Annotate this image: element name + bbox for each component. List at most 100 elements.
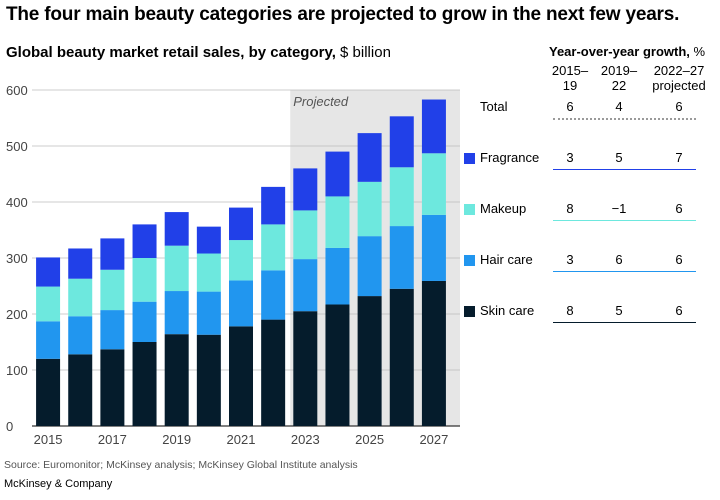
growth-value: 7 (675, 150, 683, 165)
yoy-col3-line1: 2022–27 (653, 63, 705, 78)
row-underline (553, 169, 696, 170)
bar-hair-care-2024 (325, 247, 350, 305)
bar-fragrance-2017 (100, 238, 125, 270)
bar-makeup-2024 (325, 196, 350, 248)
row-underline (553, 118, 696, 120)
bar-hair-care-2027 (421, 214, 446, 281)
bar-fragrance-2018 (132, 224, 157, 258)
bar-skin-care-2023 (293, 311, 318, 426)
yoy-col3-line2: projected (652, 78, 706, 93)
y-tick-label: 600 (6, 83, 28, 98)
row-underline (553, 322, 696, 323)
bar-makeup-2025 (357, 181, 382, 237)
bar-skin-care-2016 (68, 354, 93, 426)
bar-hair-care-2018 (132, 301, 157, 342)
y-tick-label: 300 (6, 251, 28, 266)
bar-hair-care-2017 (100, 310, 125, 350)
yoy-column-header-2: 2019– 22 (599, 63, 639, 93)
yoy-col1-line2: 19 (562, 78, 578, 93)
bar-hair-care-2021 (229, 280, 253, 327)
row-label-fragrance: Fragrance (480, 150, 540, 165)
subtitle-text: Global beauty market retail sales, by ca… (6, 44, 336, 61)
subtitle-unit: $ billion (335, 44, 391, 61)
bar-fragrance-2025 (357, 133, 382, 182)
bar-hair-care-2026 (389, 226, 414, 289)
growth-value: 8 (566, 303, 574, 318)
bar-hair-care-2016 (68, 316, 93, 355)
growth-value: −1 (611, 201, 627, 216)
bar-hair-care-2022 (261, 270, 286, 320)
bar-fragrance-2023 (293, 168, 318, 211)
bar-skin-care-2017 (100, 349, 125, 426)
brand-logo-text: McKinsey & Company (4, 478, 113, 490)
growth-value: 3 (566, 252, 574, 267)
bar-hair-care-2025 (357, 236, 382, 297)
x-tick-label: 2021 (227, 432, 256, 447)
yoy-title-unit: % (689, 44, 706, 59)
row-label-total: Total (480, 99, 508, 114)
row-underline (553, 220, 696, 221)
bar-makeup-2019 (164, 245, 189, 292)
legend-swatch-hair-care (464, 255, 475, 266)
bar-fragrance-2027 (421, 99, 446, 154)
y-tick-label: 200 (6, 307, 28, 322)
row-label-hair-care: Hair care (480, 252, 533, 267)
bar-fragrance-2024 (325, 151, 350, 197)
x-tick-label: 2015 (34, 432, 63, 447)
x-tick-label: 2027 (419, 432, 448, 447)
bar-makeup-2027 (421, 153, 446, 215)
bar-fragrance-2020 (196, 226, 221, 254)
bar-makeup-2022 (261, 224, 286, 271)
bar-skin-care-2020 (196, 334, 221, 426)
bar-skin-care-2015 (36, 358, 61, 426)
growth-value: 5 (615, 150, 623, 165)
chart-subtitle: Global beauty market retail sales, by ca… (6, 44, 391, 61)
bar-skin-care-2022 (261, 319, 286, 426)
chart-headline: The four main beauty categories are proj… (6, 4, 680, 25)
bar-skin-care-2027 (421, 280, 446, 426)
bar-fragrance-2026 (389, 116, 414, 168)
growth-value: 6 (566, 99, 574, 114)
yoy-growth-title: Year-over-year growth, % (549, 44, 705, 59)
growth-value: 6 (675, 252, 683, 267)
legend-swatch-fragrance (464, 153, 475, 164)
bar-fragrance-2021 (229, 207, 253, 241)
growth-value: 4 (615, 99, 623, 114)
y-tick-label: 500 (6, 139, 28, 154)
growth-value: 8 (566, 201, 574, 216)
x-tick-label: 2019 (162, 432, 191, 447)
growth-value: 6 (615, 252, 623, 267)
bar-skin-care-2021 (229, 326, 253, 426)
source-note: Source: Euromonitor; McKinsey analysis; … (4, 459, 358, 471)
y-tick-label: 0 (6, 419, 13, 434)
growth-value: 3 (566, 150, 574, 165)
bar-makeup-2023 (293, 210, 318, 260)
bar-hair-care-2019 (164, 291, 189, 335)
stacked-bar-chart: Projected 0 100 200 300 400 500 600 2015 2017 2019… (6, 83, 460, 447)
yoy-column-header-1: 2015– 19 (550, 63, 590, 93)
x-tick-label: 2025 (355, 432, 384, 447)
growth-value: 5 (615, 303, 623, 318)
growth-value: 6 (675, 303, 683, 318)
row-label-makeup: Makeup (480, 201, 527, 216)
yoy-title-text: Year-over-year growth, (549, 44, 690, 59)
y-tick-label: 400 (6, 195, 28, 210)
yoy-column-header-3: 2022–27 projected (647, 63, 711, 93)
x-tick-label: 2023 (291, 432, 320, 447)
bar-fragrance-2019 (164, 212, 189, 246)
bar-skin-care-2026 (389, 288, 414, 426)
yoy-col1-line1: 2015– (551, 63, 589, 78)
bar-makeup-2017 (100, 269, 125, 311)
bar-makeup-2026 (389, 167, 414, 227)
bar-hair-care-2023 (293, 259, 318, 312)
bar-makeup-2018 (132, 258, 157, 302)
bar-skin-care-2019 (164, 334, 189, 426)
projected-label: Projected (293, 94, 349, 109)
row-underline (553, 271, 696, 272)
bar-fragrance-2022 (261, 186, 286, 225)
yoy-col2-line2: 22 (611, 78, 627, 93)
x-tick-label: 2017 (98, 432, 127, 447)
bar-fragrance-2016 (68, 248, 93, 279)
legend-swatch-skin-care (464, 306, 475, 317)
yoy-col2-line1: 2019– (600, 63, 638, 78)
